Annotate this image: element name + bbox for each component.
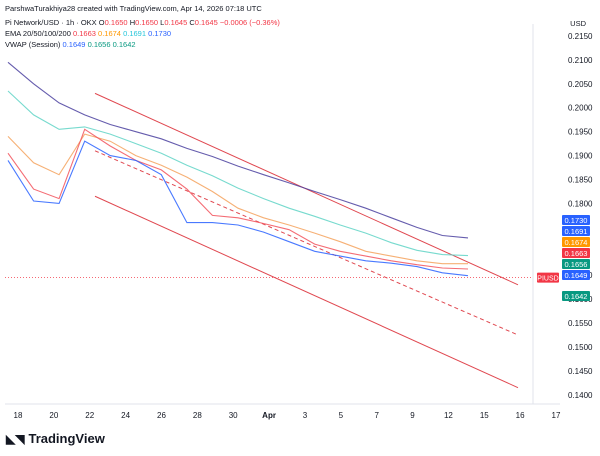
axis-badge-label-2: 0.1674	[565, 238, 588, 247]
series-line-ema-50	[7, 133, 468, 265]
axis-badge-label-1: 0.1691	[565, 227, 588, 236]
x-tick-label-13: 15	[480, 411, 489, 420]
channel-mid-line	[94, 150, 519, 336]
x-tick-label-5: 28	[193, 411, 202, 420]
series-line-ema-200	[7, 61, 469, 239]
ohlc-low-value: 0.1645	[164, 18, 188, 27]
ohlc-close-value: 0.1645	[194, 18, 218, 27]
ohlc-high-label: H	[129, 18, 136, 27]
y-tick-label-4: 0.1950	[568, 128, 593, 137]
x-tick-label-1: 20	[49, 411, 58, 420]
ohlc-low-label: L	[160, 18, 165, 27]
ema-value-20: 0.1663	[72, 29, 96, 38]
y-tick-label-1: 0.2100	[568, 56, 593, 65]
ohlc-open-value: 0.1650	[104, 18, 128, 27]
ema-value-50: 0.1674	[98, 29, 121, 38]
x-tick-label-0: 18	[14, 411, 23, 420]
series-line-vwap	[7, 140, 469, 277]
price-symbol-label: PIUSD	[537, 276, 558, 283]
vwap-value-3: 0.1642	[112, 40, 136, 49]
axis-badge-label-5: 0.1649	[565, 271, 588, 280]
channel-lower-line	[94, 195, 519, 389]
symbol-legend-row: Pi Network/USD · 1h · OKX O0.1650 H0.165…	[5, 18, 280, 27]
vwap-name: VWAP (Session)	[5, 40, 61, 49]
x-tick-label-15: 17	[552, 411, 561, 420]
currency-label: USD	[570, 19, 586, 28]
x-tick-label-7: Apr	[262, 411, 276, 420]
tradingview-brand: TradingView	[28, 431, 105, 446]
ohlc-open-label: O	[98, 18, 105, 27]
chart-created-caption: ParshwaTurakhiya28 created with TradingV…	[5, 4, 262, 13]
vwap-value-1: 0.1649	[62, 40, 86, 49]
x-tick-label-4: 26	[157, 411, 166, 420]
y-tick-label-7: 0.1800	[568, 199, 593, 208]
ema-value-100: 0.1691	[123, 29, 147, 38]
x-tick-label-2: 22	[85, 411, 94, 420]
y-tick-label-6: 0.1850	[568, 176, 593, 185]
x-tick-label-8: 3	[303, 411, 308, 420]
axis-badge-1	[562, 226, 590, 236]
x-tick-label-11: 9	[410, 411, 415, 420]
ohlc-high-value: 0.1650	[135, 18, 159, 27]
axis-badge-2	[562, 237, 590, 247]
y-tick-label-3: 0.2000	[568, 104, 593, 113]
axis-badge-0	[562, 215, 590, 225]
symbol-name: Pi Network/USD · 1h · OKX	[5, 18, 97, 27]
y-tick-label-11: 0.1500	[568, 343, 593, 352]
tradingview-logo-icon: ◣◥	[6, 431, 25, 446]
y-tick-label-10: 0.1550	[568, 319, 593, 328]
y-tick-label-13: 0.1400	[568, 391, 593, 400]
vwap-value-2: 0.1656	[87, 40, 111, 49]
price-symbol-badge	[537, 272, 559, 283]
ema-value-200: 0.1730	[148, 29, 172, 38]
x-tick-label-3: 24	[121, 411, 130, 420]
axis-badge-label-6: 0.1642	[565, 292, 588, 301]
y-tick-label-12: 0.1450	[568, 367, 593, 376]
axis-badge-5	[562, 270, 590, 280]
axis-badge-label-3: 0.1663	[565, 249, 588, 258]
x-tick-label-10: 7	[374, 411, 379, 420]
x-tick-label-14: 16	[516, 411, 525, 420]
ema-name: EMA 20/50/100/200	[5, 29, 71, 38]
y-tick-label-5: 0.1900	[568, 152, 593, 161]
ohlc-change-value: −0.0006 (−0.36%)	[219, 18, 280, 27]
vwap-legend-row: VWAP (Session) 0.1649 0.1656 0.1642	[5, 40, 136, 49]
x-tick-label-12: 12	[444, 411, 453, 420]
ema-legend-row: EMA 20/50/100/200 0.1663 0.1674 0.1691 0…	[5, 29, 171, 38]
axis-badge-label-0: 0.1730	[565, 216, 588, 225]
tradingview-logo: ◣◥ TradingView	[6, 431, 105, 446]
y-tick-label-2: 0.2050	[568, 80, 593, 89]
series-line-ema-100	[7, 90, 469, 257]
axis-badge-label-4: 0.1656	[565, 260, 588, 269]
y-tick-label-0: 0.2150	[568, 32, 593, 41]
axis-badge-3	[562, 248, 590, 258]
x-tick-label-9: 5	[339, 411, 344, 420]
ohlc-close-label: C	[189, 18, 195, 27]
x-tick-label-6: 30	[229, 411, 238, 420]
axis-badge-4	[562, 259, 590, 269]
series-line-ema-20	[7, 128, 469, 270]
axis-badge-6	[562, 291, 590, 301]
